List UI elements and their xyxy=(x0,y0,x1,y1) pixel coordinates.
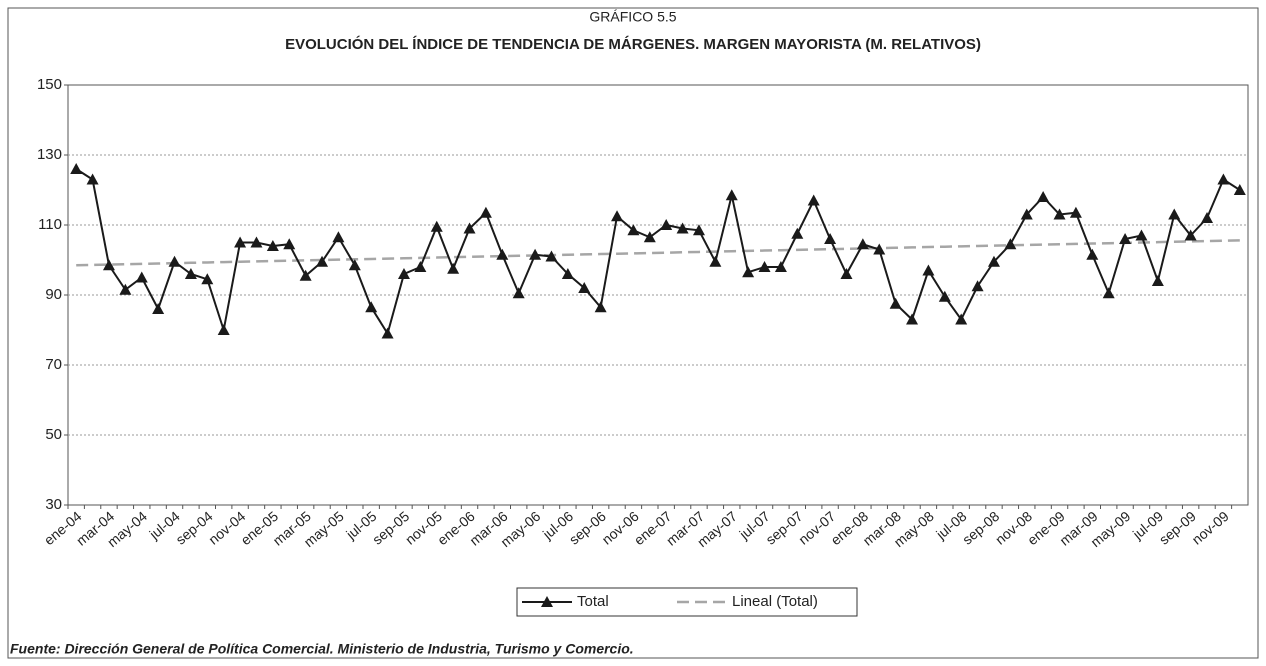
point-marker xyxy=(529,248,542,260)
point-marker xyxy=(1053,208,1066,220)
point-marker xyxy=(119,283,132,295)
point-marker xyxy=(283,238,296,250)
point-marker xyxy=(561,268,574,279)
point-marker xyxy=(430,220,443,232)
point-marker xyxy=(971,280,984,292)
frame xyxy=(7,7,1259,659)
point-marker xyxy=(742,266,755,278)
y-tick-label: 150 xyxy=(37,76,62,93)
point-marker xyxy=(692,224,705,236)
legend-label: Total xyxy=(577,593,609,610)
chart-title: EVOLUCIÓN DEL ÍNDICE DE TENDENCIA DE MÁR… xyxy=(285,35,981,53)
point-marker xyxy=(135,271,148,283)
y-tick-label: 50 xyxy=(45,426,62,443)
point-marker xyxy=(594,301,607,313)
point-marker xyxy=(906,313,919,325)
point-marker xyxy=(414,261,427,272)
point-marker xyxy=(463,222,476,234)
legend-label: Lineal (Total) xyxy=(732,593,818,610)
point-marker xyxy=(1004,238,1017,250)
point-marker xyxy=(201,273,214,285)
point-marker xyxy=(1135,229,1148,241)
point-marker xyxy=(889,297,902,309)
point-marker xyxy=(758,261,771,272)
source-note: Fuente: Dirección General de Política Co… xyxy=(10,641,634,657)
y-tick-label: 90 xyxy=(45,286,62,303)
point-marker xyxy=(168,255,181,267)
point-marker xyxy=(332,231,345,243)
chart-supertitle: GRÁFICO 5.5 xyxy=(589,9,676,25)
point-marker xyxy=(627,224,640,236)
point-marker xyxy=(987,255,1000,267)
point-marker xyxy=(791,227,804,239)
trend-line xyxy=(76,239,1240,267)
point-marker xyxy=(1069,206,1082,218)
point-marker xyxy=(102,259,115,271)
point-marker xyxy=(1233,184,1246,195)
point-marker xyxy=(856,238,869,250)
point-marker xyxy=(348,259,361,271)
point-marker xyxy=(1102,287,1115,299)
point-marker xyxy=(365,301,378,313)
point-marker xyxy=(660,219,673,230)
point-marker xyxy=(512,287,525,299)
point-marker xyxy=(234,236,247,248)
point-marker xyxy=(676,222,689,234)
point-marker xyxy=(774,261,787,272)
point-marker xyxy=(955,313,968,325)
point-marker xyxy=(381,327,394,339)
point-marker xyxy=(873,243,886,255)
point-marker xyxy=(1217,173,1230,185)
point-marker xyxy=(824,233,837,244)
point-marker xyxy=(479,206,492,218)
point-marker xyxy=(217,324,230,335)
point-marker xyxy=(152,303,165,314)
point-marker xyxy=(922,264,935,276)
point-marker xyxy=(578,282,591,293)
point-marker xyxy=(397,268,410,279)
point-marker xyxy=(1020,208,1033,220)
y-tick-label: 30 xyxy=(45,496,62,513)
point-marker xyxy=(1201,212,1214,223)
point-marker xyxy=(807,194,820,206)
point-marker xyxy=(250,236,263,248)
legend-marker xyxy=(541,596,553,607)
point-marker xyxy=(447,262,460,274)
point-marker xyxy=(316,255,329,267)
point-marker xyxy=(938,290,951,302)
y-tick-label: 110 xyxy=(38,216,62,233)
point-marker xyxy=(299,269,312,281)
point-marker xyxy=(1184,229,1197,241)
point-marker xyxy=(709,255,722,267)
point-marker xyxy=(545,250,558,262)
point-marker xyxy=(1151,275,1164,286)
point-marker xyxy=(725,189,738,201)
point-marker xyxy=(1168,208,1181,220)
point-marker xyxy=(1037,191,1050,202)
x-tick-label: nov-09 xyxy=(1189,508,1232,548)
point-marker xyxy=(70,163,83,174)
point-marker xyxy=(86,173,99,185)
y-tick-label: 130 xyxy=(37,146,62,163)
point-marker xyxy=(1119,233,1132,244)
point-marker xyxy=(611,210,624,222)
point-marker xyxy=(643,231,656,243)
point-marker xyxy=(184,268,197,279)
point-marker xyxy=(496,248,509,260)
point-marker xyxy=(840,268,853,279)
point-marker xyxy=(266,240,279,251)
point-marker xyxy=(1086,248,1099,260)
y-tick-label: 70 xyxy=(45,356,62,373)
